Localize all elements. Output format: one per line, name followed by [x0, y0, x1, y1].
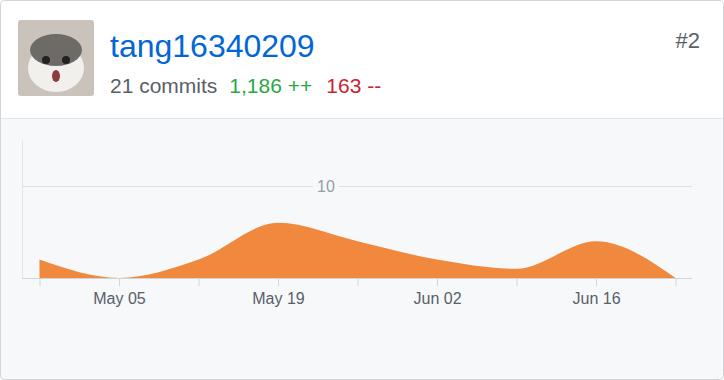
x-tick [517, 278, 518, 286]
x-tick-mark [517, 278, 518, 286]
avatar-bg [18, 20, 94, 96]
deletions: 163 -- [326, 74, 381, 97]
x-tick [199, 278, 200, 286]
header-divider [1, 118, 723, 119]
username[interactable]: tang16340209 [110, 28, 315, 64]
x-tick: Jun 02 [413, 278, 461, 307]
x-tick: May 19 [252, 278, 305, 307]
y-axis: 10 [22, 141, 692, 279]
x-tick [676, 278, 677, 286]
grid-line [22, 186, 692, 187]
avatar[interactable] [18, 20, 94, 96]
x-tick-mark [676, 278, 677, 286]
commit-count: 21 commits [110, 74, 217, 97]
rank: #2 [676, 28, 700, 53]
x-tick-mark [278, 278, 279, 286]
card-header-bg [1, 1, 723, 118]
x-tick-label: Jun 16 [572, 290, 620, 307]
x-tick-mark [40, 278, 41, 286]
avatar-mouth [52, 70, 60, 82]
x-tick-label: Jun 02 [413, 290, 461, 307]
y-tick-label: 10 [317, 178, 335, 195]
x-tick-mark [358, 278, 359, 286]
x-tick: Jun 16 [572, 278, 620, 307]
y-axis-line [22, 141, 23, 279]
x-tick-label: May 05 [93, 290, 146, 307]
y-tick: 10 [22, 178, 692, 196]
x-tick-mark [199, 278, 200, 286]
y-tick-label-bg [313, 178, 339, 196]
x-tick: May 05 [93, 278, 146, 307]
x-tick-mark [596, 278, 597, 286]
x-axis: May 05 May 19 Jun 02 Jun 16 [40, 278, 676, 307]
plot-area [40, 223, 676, 278]
x-baseline [22, 278, 692, 279]
x-tick [358, 278, 359, 286]
avatar-head [30, 34, 82, 66]
x-tick [40, 278, 41, 286]
commit-area [40, 223, 676, 278]
additions: 1,186 ++ [229, 74, 312, 97]
card-frame [1, 1, 724, 380]
x-tick-mark [119, 278, 120, 286]
avatar-eye [62, 56, 70, 64]
x-tick-mark [437, 278, 438, 286]
x-tick-label: May 19 [252, 290, 305, 307]
avatar-eye [42, 56, 50, 64]
